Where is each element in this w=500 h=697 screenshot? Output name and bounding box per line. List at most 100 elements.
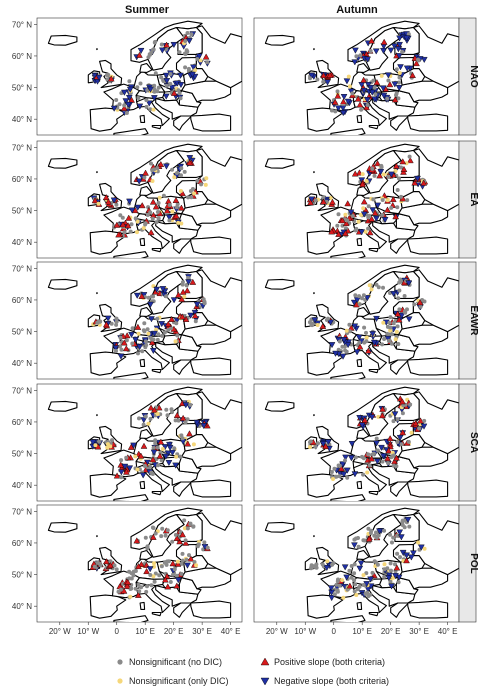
station-grey (164, 407, 169, 412)
station-yellow (174, 454, 179, 459)
station-grey (175, 333, 180, 338)
station-grey (401, 403, 406, 408)
station-grey (165, 413, 170, 418)
country-border (89, 473, 127, 498)
station-grey (190, 187, 195, 191)
station-negative-slope (121, 463, 129, 470)
station-grey (114, 319, 119, 324)
station-grey (114, 322, 119, 327)
station-grey (395, 188, 400, 192)
station-negative-slope (335, 105, 342, 112)
station-negative-slope (323, 565, 331, 572)
station-negative-slope (89, 439, 97, 446)
station-negative-slope (343, 78, 351, 85)
station-grey (308, 439, 313, 444)
lat-tick-label: 70° N (12, 20, 32, 29)
station-grey (119, 458, 124, 463)
station-grey (352, 537, 357, 542)
station-yellow (394, 329, 399, 334)
station-positive-slope (368, 215, 375, 222)
station-negative-slope (395, 85, 403, 92)
station-yellow (354, 593, 359, 597)
station-negative-slope (162, 93, 170, 100)
station-positive-slope (392, 162, 400, 169)
station-positive-slope (320, 72, 327, 79)
station-positive-slope (403, 557, 410, 564)
station-grey (386, 174, 391, 179)
station-grey (166, 559, 171, 564)
station-positive-slope (340, 98, 347, 105)
station-positive-slope (378, 412, 386, 419)
station-grey (114, 98, 119, 102)
station-grey (332, 466, 337, 471)
station-negative-slope (368, 414, 376, 421)
station-positive-slope (147, 229, 155, 236)
country-border (113, 128, 149, 135)
station-grey (161, 193, 166, 198)
lat-tick-label: 70° N (12, 264, 32, 273)
station-grey (320, 562, 325, 567)
station-negative-slope (148, 316, 155, 323)
station-grey (164, 294, 169, 299)
country-border (139, 358, 146, 367)
station-grey (130, 341, 135, 346)
station-grey (124, 111, 129, 115)
station-grey (396, 580, 401, 585)
station-negative-slope (343, 467, 351, 474)
station-yellow (179, 221, 184, 226)
country-border (151, 247, 162, 253)
lat-tick-label: 40° N (12, 238, 32, 247)
station-grey (180, 551, 185, 556)
station-positive-slope (143, 568, 150, 575)
station-negative-slope (172, 462, 179, 469)
station-negative-slope (353, 297, 361, 304)
station-grey (108, 559, 113, 564)
station-grey (363, 591, 368, 596)
station-positive-slope (399, 429, 407, 436)
station-grey (337, 474, 342, 479)
country-border (264, 34, 295, 46)
station-grey (150, 168, 155, 173)
station-grey (142, 175, 147, 180)
lon-tick-label: 20° W (49, 627, 71, 636)
station-yellow (422, 546, 427, 551)
station-grey (148, 416, 153, 421)
station-positive-slope (320, 198, 327, 205)
station-grey (315, 77, 320, 82)
map-layer (264, 264, 459, 379)
country-border (330, 128, 366, 135)
station-negative-slope (396, 41, 403, 49)
station-negative-slope (391, 411, 399, 418)
station-grey (146, 295, 151, 300)
country-border (47, 157, 78, 169)
station-grey (175, 171, 179, 175)
station-negative-slope (395, 574, 403, 581)
country-border (407, 236, 449, 255)
station-positive-slope (142, 169, 149, 176)
station-grey (133, 586, 138, 591)
country-border (96, 535, 98, 538)
station-negative-slope (324, 439, 332, 446)
station-grey (174, 573, 179, 578)
station-grey (381, 285, 385, 290)
station-yellow (152, 564, 156, 569)
station-positive-slope (120, 339, 128, 346)
station-grey (164, 83, 169, 88)
station-grey (362, 340, 367, 345)
station-grey (388, 579, 393, 584)
station-positive-slope (149, 198, 157, 205)
station-grey (152, 89, 157, 94)
station-grey (397, 288, 402, 293)
station-grey (160, 333, 165, 338)
lat-tick-label: 70° N (12, 386, 32, 395)
station-positive-slope (174, 560, 182, 567)
station-negative-slope (351, 323, 359, 330)
station-grey (156, 85, 161, 90)
lon-tick-label: 0 (114, 627, 119, 636)
station-grey (349, 564, 354, 568)
station-grey (361, 538, 366, 543)
station-positive-slope (123, 468, 130, 475)
station-grey (179, 571, 184, 576)
country-border (113, 615, 149, 622)
station-grey (321, 195, 326, 200)
